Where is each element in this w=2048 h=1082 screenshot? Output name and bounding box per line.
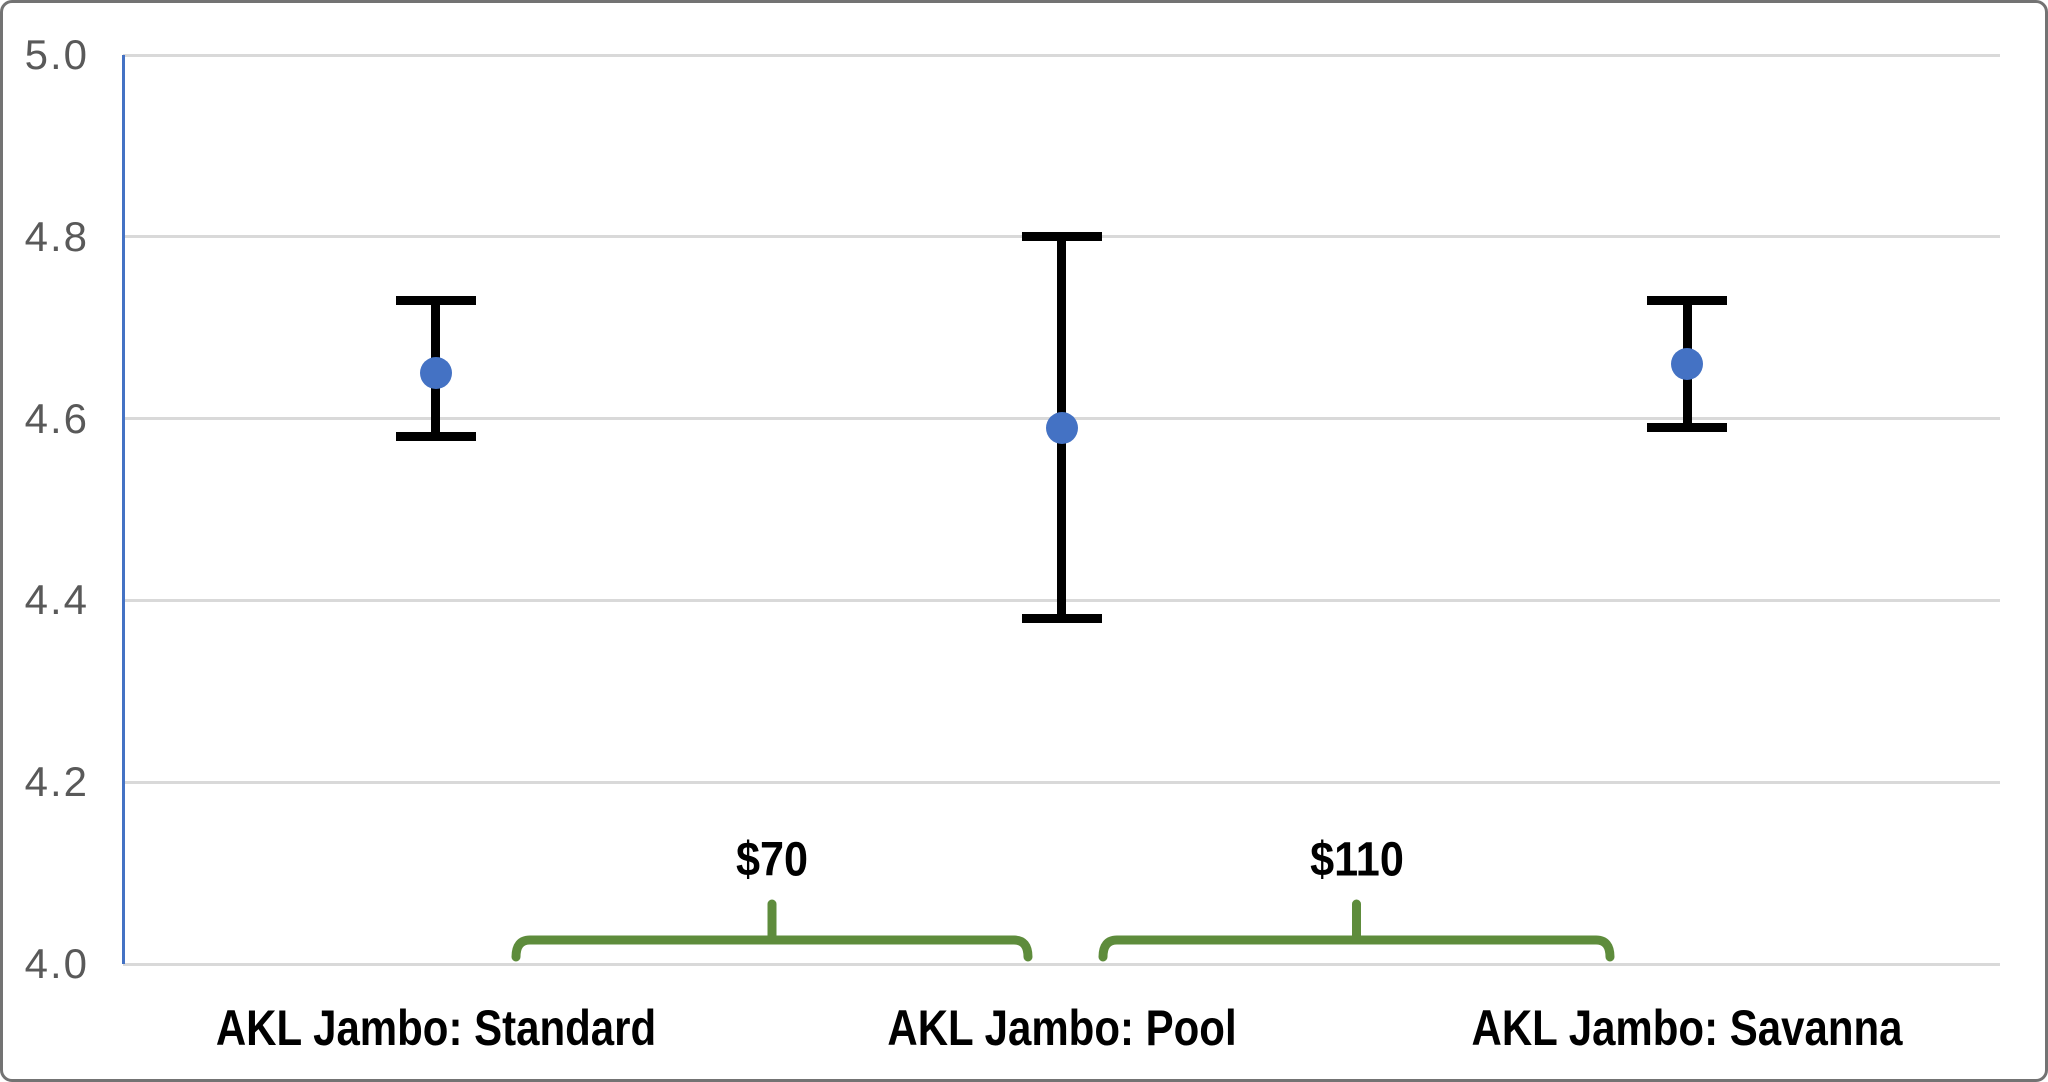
error-bar-cap-bottom (1021, 614, 1102, 624)
error-bar-cap-bottom (1647, 423, 1728, 433)
x-axis-category-label: AKL Jambo: Standard (215, 1000, 656, 1056)
price-annotation-label: $70 (735, 833, 809, 887)
data-point-marker (1671, 348, 1704, 381)
error-bar-cap-top (1021, 232, 1102, 242)
y-axis-tick-label: 4.6 (24, 394, 89, 442)
data-point-marker (419, 357, 452, 390)
data-point-marker (1045, 411, 1078, 444)
y-axis-tick-label: 5.0 (24, 31, 89, 78)
gridline (123, 780, 2000, 784)
price-brace (511, 899, 1033, 962)
price-annotation-label: $110 (1309, 833, 1404, 887)
y-axis-tick-label: 4.2 (24, 758, 89, 806)
x-axis-category-label: AKL Jambo: Savanna (1471, 1000, 1903, 1056)
brace-annotations-layer (511, 899, 1615, 962)
price-brace (1098, 899, 1615, 962)
y-axis-line (121, 55, 125, 964)
error-bar-cap-top (1647, 295, 1728, 305)
error-bar-cap-bottom (395, 432, 476, 442)
x-axis-category-label: AKL Jambo: Pool (886, 1000, 1237, 1056)
error-bar-cap-top (395, 295, 476, 305)
gridline (123, 962, 2000, 966)
gridline (123, 53, 2000, 57)
y-axis-tick-label: 4.0 (24, 940, 89, 987)
y-axis-tick-label: 4.8 (24, 212, 89, 260)
y-axis-tick-label: 4.4 (24, 576, 89, 624)
